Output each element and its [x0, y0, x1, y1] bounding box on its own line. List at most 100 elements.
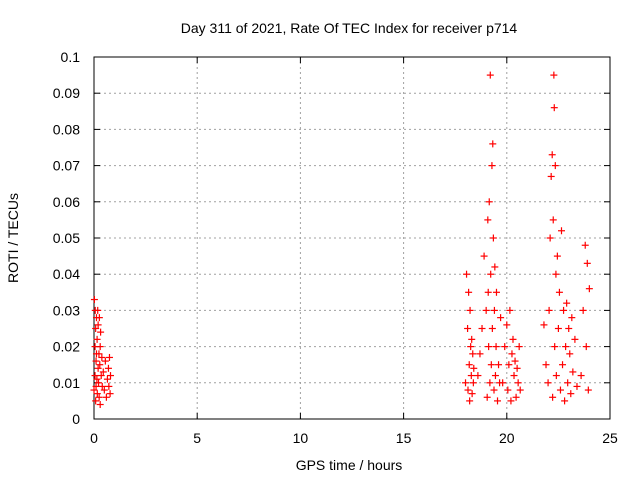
data-point: [505, 361, 513, 369]
data-point: [103, 375, 111, 383]
data-point: [540, 321, 548, 329]
data-point: [105, 382, 113, 390]
data-point: [516, 386, 524, 394]
data-point: [545, 306, 553, 314]
data-point: [474, 372, 482, 380]
data-point: [583, 259, 591, 267]
data-point: [484, 288, 492, 296]
data-point: [96, 401, 104, 409]
data-point: [464, 325, 472, 332]
y-axis-label: ROTI / TECUs: [5, 193, 21, 283]
data-point: [497, 314, 505, 322]
x-tick-labels: 0 5 10 15 20 25: [90, 430, 618, 446]
data-point: [581, 241, 589, 249]
data-point: [571, 335, 579, 343]
data-point: [485, 343, 493, 351]
data-point: [490, 306, 498, 314]
data-point: [486, 379, 494, 387]
data-point: [513, 364, 521, 372]
chart-title: Day 311 of 2021, Rate Of TEC Index for r…: [181, 20, 518, 36]
data-point: [492, 288, 500, 296]
data-point: [489, 234, 497, 242]
data-point: [470, 364, 478, 372]
data-point: [561, 397, 569, 405]
data-point: [465, 288, 473, 296]
x-tick-label: 15: [396, 430, 412, 446]
data-point: [94, 321, 102, 329]
data-point: [96, 361, 104, 369]
data-point: [487, 361, 495, 369]
data-point: [487, 270, 495, 278]
data-point: [565, 325, 573, 332]
data-point: [95, 350, 103, 358]
data-point: [92, 397, 100, 405]
data-point: [584, 386, 592, 394]
data-point: [515, 343, 523, 351]
data-point: [549, 216, 557, 224]
data-point: [503, 321, 511, 329]
plot-frame: [93, 56, 611, 420]
data-point: [562, 343, 570, 351]
data-point: [550, 71, 558, 79]
y-tick-label: 0.02: [53, 339, 80, 355]
grid-lines: [94, 57, 610, 419]
data-point: [95, 393, 103, 401]
data-points: [90, 71, 593, 409]
x-tick-label: 0: [90, 430, 98, 446]
y-tick-labels: 0 0.01 0.02 0.03 0.04 0.05 0.06 0.07 0.08 0.09 0.1: [53, 49, 80, 427]
data-point: [563, 299, 571, 307]
data-point: [466, 306, 474, 314]
data-point: [463, 270, 471, 278]
data-point: [106, 390, 114, 398]
data-point: [98, 353, 106, 361]
data-point: [569, 368, 577, 376]
data-point: [556, 386, 564, 394]
y-tick-label: 0.1: [61, 49, 81, 65]
data-point: [560, 306, 568, 314]
data-point: [100, 386, 108, 394]
data-point: [552, 372, 560, 380]
data-point: [509, 335, 517, 343]
data-point: [547, 172, 555, 180]
data-point: [92, 382, 100, 390]
data-point: [504, 386, 512, 394]
data-point: [462, 379, 470, 387]
x-tick-label: 25: [602, 430, 618, 446]
data-point: [468, 335, 476, 343]
data-point: [98, 382, 106, 390]
data-point: [93, 335, 101, 343]
y-tick-label: 0.07: [53, 158, 80, 174]
data-point: [94, 364, 102, 372]
data-point: [105, 353, 113, 361]
data-point: [501, 343, 509, 351]
data-point: [107, 372, 115, 380]
data-point: [512, 393, 520, 401]
data-point: [489, 140, 497, 148]
data-point: [490, 386, 498, 394]
data-point: [544, 379, 552, 387]
data-point: [483, 393, 491, 401]
data-point: [469, 350, 477, 358]
data-point: [466, 397, 474, 405]
data-point: [478, 325, 486, 332]
data-point: [551, 162, 559, 170]
data-point: [507, 397, 515, 405]
data-point: [550, 104, 558, 112]
data-point: [485, 198, 493, 206]
data-point: [506, 306, 514, 314]
data-point: [476, 350, 484, 358]
data-point: [93, 375, 101, 383]
data-point: [508, 350, 516, 358]
data-point: [549, 393, 557, 401]
data-point: [491, 263, 499, 271]
x-tick-label: 5: [193, 430, 201, 446]
data-point: [552, 270, 560, 278]
data-point: [573, 382, 581, 390]
data-point: [555, 288, 563, 296]
y-tick-label: 0.05: [53, 230, 80, 246]
y-tick-label: 0.04: [53, 266, 80, 282]
data-point: [484, 216, 492, 224]
data-point: [568, 314, 576, 322]
data-point: [585, 285, 593, 293]
